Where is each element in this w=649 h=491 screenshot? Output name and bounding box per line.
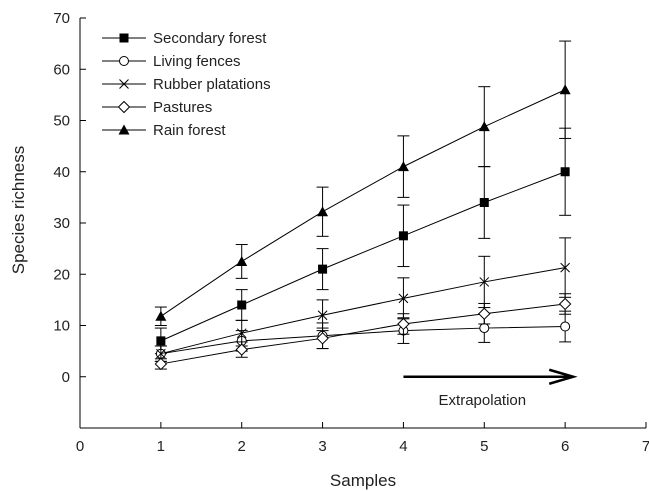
series-line <box>160 171 566 342</box>
legend-item: Rain forest <box>102 122 226 139</box>
legend-label: Living fences <box>153 53 241 70</box>
x-tick-label: 0 <box>76 438 84 455</box>
x-cross-stroke <box>156 348 166 359</box>
data-point <box>560 167 570 177</box>
data-point <box>316 332 329 345</box>
data-point <box>560 262 570 273</box>
y-tick-label: 40 <box>53 164 70 181</box>
x-cross-stroke <box>398 293 409 304</box>
legend-label: Rubber platations <box>153 76 271 93</box>
legend-label: Secondary forest <box>153 30 267 47</box>
data-point <box>397 161 409 172</box>
x-tick-label: 2 <box>238 438 246 455</box>
series-rain-forest <box>154 40 572 326</box>
x-tick-label: 3 <box>318 438 326 455</box>
axes: 0 10 20 30 40 50 60 70 0 1 2 3 4 5 6 7 <box>53 10 649 455</box>
series-layer <box>154 40 572 371</box>
legend-marker <box>118 124 130 135</box>
y-tick-label: 30 <box>53 215 70 232</box>
legend-marker <box>117 100 131 114</box>
x-cross-stroke <box>560 262 570 273</box>
legend-marker <box>119 56 129 66</box>
series-pastures <box>154 293 572 371</box>
data-point <box>478 307 491 320</box>
data-point <box>479 323 490 334</box>
data-point <box>398 293 409 304</box>
data-point <box>318 264 328 274</box>
data-point <box>155 310 167 321</box>
series-line <box>160 326 566 355</box>
data-point <box>156 336 166 346</box>
data-point <box>559 84 571 95</box>
legend-marker <box>119 33 129 43</box>
data-point <box>560 321 571 332</box>
series-secondary-forest <box>154 127 572 355</box>
data-point <box>154 357 168 371</box>
data-point <box>317 206 329 217</box>
data-point <box>479 277 490 287</box>
x-tick-label: 5 <box>480 438 488 455</box>
y-axis-label: Species richness <box>9 146 28 275</box>
y-tick-label: 20 <box>53 266 70 283</box>
extrapolation-arrow-head <box>548 368 578 385</box>
extrapolation-label: Extrapolation <box>439 392 527 409</box>
data-point <box>558 297 572 311</box>
legend-item: Living fences <box>102 53 241 70</box>
data-point <box>156 348 166 359</box>
extrapolation-annotation: Extrapolation <box>403 368 578 409</box>
data-point <box>236 255 248 266</box>
series-line <box>160 303 566 365</box>
series-line <box>160 89 566 317</box>
data-point <box>397 317 410 331</box>
x-tick-label: 7 <box>642 438 649 455</box>
data-point <box>398 231 408 241</box>
y-tick-label: 50 <box>53 113 70 130</box>
x-tick-label: 1 <box>157 438 165 455</box>
y-tick-label: 70 <box>53 10 70 27</box>
x-cross-stroke <box>479 277 490 287</box>
series-rubber-platations <box>154 237 572 362</box>
legend-item: Pastures <box>102 99 212 116</box>
x-tick-label: 4 <box>399 438 407 455</box>
y-tick-label: 10 <box>53 318 70 335</box>
x-axis-label: Samples <box>330 471 396 490</box>
data-point <box>479 198 489 207</box>
y-tick-label: 0 <box>62 369 70 386</box>
y-tick-label: 60 <box>53 61 70 78</box>
legend-label: Rain forest <box>153 122 226 139</box>
data-point <box>478 121 490 132</box>
legend-label: Pastures <box>153 99 212 116</box>
x-tick-label: 6 <box>561 438 569 455</box>
legend: Secondary forest Living fences Rubber plat… <box>102 30 271 139</box>
data-point <box>237 300 247 310</box>
data-point <box>317 310 328 321</box>
legend-item: Secondary forest <box>102 30 267 47</box>
x-cross-stroke <box>119 79 129 89</box>
legend-item: Rubber platations <box>102 76 271 93</box>
legend-marker <box>119 79 129 89</box>
x-cross-stroke <box>236 328 247 339</box>
data-point <box>236 328 247 339</box>
data-point <box>235 343 248 356</box>
series-line <box>160 267 566 355</box>
x-cross-stroke <box>317 310 328 321</box>
